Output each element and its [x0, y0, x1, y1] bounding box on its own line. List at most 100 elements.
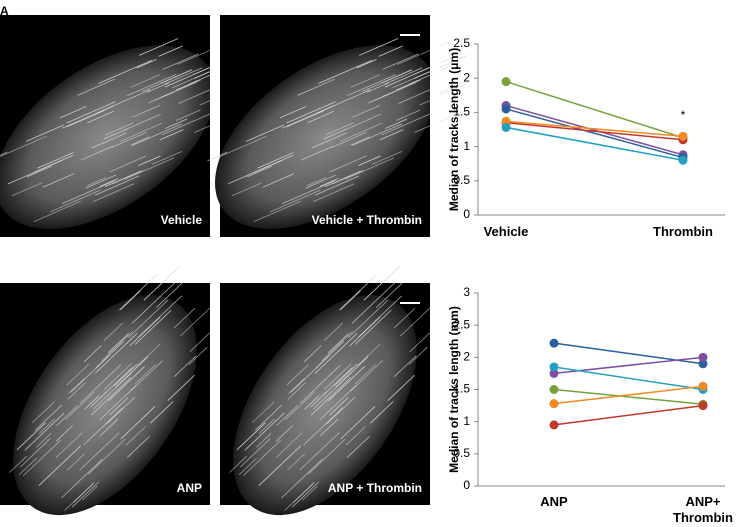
- filament: [254, 404, 283, 431]
- filament: [319, 178, 339, 187]
- filament: [414, 109, 466, 133]
- filament: [340, 290, 361, 311]
- filament: [79, 432, 120, 471]
- filament: [288, 378, 305, 394]
- filament: [299, 364, 341, 404]
- filament: [131, 282, 176, 324]
- filament: [164, 118, 188, 129]
- filament: [303, 345, 322, 363]
- data-point: [678, 131, 688, 141]
- filament: [323, 128, 347, 140]
- filament: [59, 106, 87, 119]
- filament: [321, 331, 353, 362]
- y-tick-label: 2.5: [453, 317, 470, 331]
- filament: [132, 105, 160, 118]
- filament: [151, 150, 183, 165]
- filament: [258, 445, 302, 486]
- filament: [333, 363, 358, 387]
- filament: [258, 418, 275, 434]
- filament: [83, 345, 102, 363]
- filament: [281, 458, 323, 499]
- filament: [325, 122, 354, 136]
- data-point: [698, 401, 708, 411]
- panel-label: A: [0, 4, 9, 18]
- x-tick-label: Thrombin: [653, 224, 713, 239]
- filament: [323, 367, 353, 395]
- filament: [178, 87, 216, 104]
- series-line: [505, 121, 684, 141]
- filament: [398, 87, 436, 104]
- filament: [67, 382, 86, 400]
- filament: [397, 41, 449, 65]
- y-tick-label: 1.5: [453, 105, 470, 119]
- filament: [393, 355, 417, 377]
- filament: [245, 124, 284, 142]
- filament: [319, 385, 357, 421]
- filament: [26, 165, 52, 178]
- filament: [103, 367, 133, 395]
- image-label: ANP + Thrombin: [328, 481, 422, 495]
- filament: [276, 405, 299, 426]
- filament: [61, 180, 116, 205]
- series-line: [553, 342, 704, 365]
- filament: [269, 189, 321, 213]
- filament: [350, 74, 380, 88]
- filament: [143, 266, 180, 301]
- filament: [56, 405, 79, 426]
- y-tick-label: 0: [463, 207, 470, 221]
- filament: [413, 55, 468, 80]
- filament: [49, 189, 101, 213]
- filament: [359, 38, 399, 56]
- filament: [339, 274, 377, 311]
- filament: [314, 175, 359, 196]
- filament: [87, 177, 107, 186]
- filament: [351, 123, 403, 146]
- filament: [119, 274, 157, 311]
- filament: [287, 453, 306, 471]
- filament: [36, 432, 52, 448]
- filament: [351, 282, 396, 324]
- filament: [299, 432, 340, 471]
- filament: [32, 401, 55, 423]
- x-tick-label: ANP+ Thrombin: [673, 494, 733, 525]
- filament: [103, 363, 132, 390]
- filament: [227, 159, 283, 185]
- filament: [70, 354, 111, 393]
- series-line: [553, 404, 704, 426]
- filament: [55, 425, 74, 442]
- y-tick-label: 2.5: [453, 36, 470, 50]
- filament: [161, 111, 216, 136]
- filament: [256, 432, 272, 448]
- filament: [244, 412, 285, 451]
- filament: [217, 135, 267, 158]
- filament: [350, 136, 370, 146]
- filament: [91, 132, 127, 149]
- filament: [358, 155, 381, 166]
- micrograph: Vehicle + Thrombin: [207, 15, 469, 237]
- filament: [113, 363, 138, 387]
- filament: [0, 135, 47, 157]
- filament: [240, 438, 271, 468]
- filament: [349, 316, 381, 347]
- filament: [93, 183, 135, 202]
- filament: [328, 366, 365, 402]
- filament: [83, 407, 124, 446]
- filament: [108, 333, 130, 354]
- filament: [324, 170, 361, 188]
- filament: [340, 122, 383, 142]
- filament: [363, 266, 400, 301]
- micrograph: ANP + Thrombin: [220, 266, 440, 516]
- filament: [300, 145, 334, 161]
- filament: [368, 91, 394, 104]
- filament: [384, 118, 408, 129]
- filament: [344, 157, 395, 180]
- filament: [275, 432, 303, 458]
- filament: [409, 329, 433, 353]
- filament: [64, 481, 96, 511]
- data-point: [678, 155, 688, 165]
- filament: [42, 173, 74, 188]
- filament: [344, 113, 381, 131]
- y-axis-label: Median of tracks length (μm): [447, 48, 461, 211]
- filament: [87, 110, 114, 124]
- series-line: [505, 108, 684, 159]
